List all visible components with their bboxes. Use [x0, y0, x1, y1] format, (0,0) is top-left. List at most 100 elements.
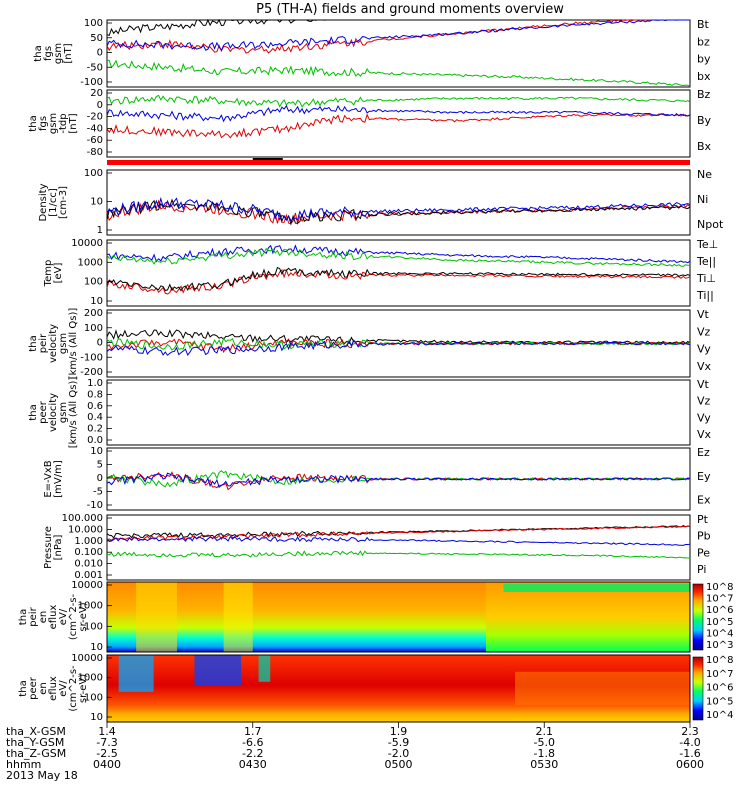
y-tick-label: 1	[97, 225, 103, 236]
y-tick-label: 0	[97, 338, 103, 349]
colorbar-tick: 10^5	[706, 617, 733, 628]
legend-vy: Vy	[697, 411, 711, 424]
y-tick-label: 0.2	[87, 424, 103, 435]
y-axis-label-line: (cm^2-s-	[68, 593, 79, 640]
panel-fgs_gsm_1: 100 50 0 -50 -100 tha fgs gsm [nT] Bt bz by bx	[33, 18, 711, 88]
legend-ti: Ti⊥	[696, 272, 716, 285]
y-tick-label: 0.6	[87, 401, 103, 412]
series-te-line	[106, 268, 691, 295]
x-tick-label: -5.9	[388, 736, 409, 749]
legend-npot: Npot	[697, 218, 724, 231]
x-tick-label: -2.2	[242, 747, 263, 760]
series-npot-line	[106, 196, 691, 222]
y-tick-label: 100.000	[62, 513, 103, 524]
x-tick-label: 2.3	[681, 725, 699, 738]
figure-title: P5 (TH-A) fields and ground moments over…	[256, 2, 564, 17]
y-axis-label-line: [mV/m]	[53, 460, 64, 498]
x-row-label: tha_X-GSM	[6, 725, 66, 738]
y-axis-label: tha peir velocity gsm [km/s (All Qs)]	[28, 308, 79, 380]
y-tick-label: 100	[84, 621, 103, 632]
x-tick-label: 2.1	[536, 725, 554, 738]
y-tick-label: 1000	[78, 257, 103, 268]
y-axis-label-line: fgs	[38, 116, 49, 131]
colorbar-tick: 10^3	[706, 640, 733, 651]
legend-pt: Pt	[697, 513, 709, 526]
legend-ey: Ey	[697, 470, 711, 483]
y-tick-label: 0.001	[74, 570, 103, 581]
legend-vz: Vz	[697, 395, 711, 408]
y-axis-label-line: peer	[38, 400, 49, 424]
y-axis-label-line: eV/	[58, 680, 69, 697]
series-ti-line	[106, 247, 691, 267]
series-bx-line	[106, 19, 690, 52]
y-axis-label-line: Pressure	[43, 526, 54, 569]
x-tick-label: -2.5	[96, 747, 117, 760]
y-axis-label-line: Temp	[43, 260, 54, 288]
heatmap-top-band	[503, 584, 690, 592]
panel-frame	[106, 169, 691, 236]
y-axis-label-line: tha	[33, 45, 44, 61]
y-tick-label: 10000	[71, 580, 103, 591]
series-by-line	[106, 94, 691, 108]
y-tick-label: 0.4	[87, 412, 103, 423]
y-tick-label: 10	[90, 197, 103, 208]
panel-frame	[106, 379, 691, 446]
y-tick-label: 100	[84, 323, 103, 334]
y-axis-label: Density [1/cc] [cm-3]	[38, 183, 69, 221]
series-bx-line	[106, 104, 691, 123]
y-tick-label: -100	[80, 77, 103, 88]
x-tick-label: -1.8	[534, 747, 555, 760]
x-tick-label: -2.0	[388, 747, 409, 760]
x-tick-label: -4.0	[679, 736, 700, 749]
y-tick-label: 0.010	[74, 559, 103, 570]
y-axis-label-line: tha	[28, 335, 39, 351]
y-axis-label-line: peir	[38, 333, 49, 353]
y-axis-label-line: tha	[18, 609, 29, 625]
y-tick-label: -10	[87, 500, 103, 511]
legend-vx: Vx	[697, 428, 712, 441]
series-bz-line	[106, 113, 691, 139]
y-tick-label: 10	[90, 446, 103, 457]
series-te-line	[106, 266, 691, 292]
x-tick-label: -1.6	[679, 747, 700, 760]
y-axis-label-line: fgs	[43, 46, 54, 61]
quality-bar	[107, 160, 690, 165]
x-tick-label: -7.3	[96, 736, 117, 749]
y-tick-label: 0.100	[74, 547, 103, 558]
colorbar-tick: 10^8	[706, 582, 733, 593]
legend-vt: Vt	[697, 308, 710, 321]
y-axis-label-line: en	[38, 611, 49, 624]
series-bz-line	[106, 19, 690, 54]
legend-te: Te⊥	[696, 238, 718, 251]
panel-temperature: 10000 1000 100 10 Temp [eV] Te⊥ Te|| Ti⊥ Ti||	[43, 238, 718, 307]
y-axis-label: tha peer velocity gsm [km/s (All Qs)]	[28, 377, 79, 449]
y-axis-label-line: velocity	[48, 324, 59, 363]
series-pb-line	[106, 525, 691, 541]
y-axis-label-line: velocity	[48, 393, 59, 432]
legend-bz: bz	[697, 35, 710, 48]
legend-by: By	[697, 114, 712, 127]
y-axis-label: Temp [eV]	[43, 260, 64, 288]
y-tick-label: 0.0	[87, 435, 103, 446]
x-tick-label: 0430	[239, 758, 267, 771]
x-row-label: 2013 May 18	[6, 769, 78, 782]
series-ex-line	[106, 472, 691, 489]
y-tick-label: 10000	[71, 653, 103, 664]
legend-vz: Vz	[697, 325, 711, 338]
legend-vx: Vx	[697, 360, 712, 373]
y-axis-label-line: peer	[28, 676, 39, 700]
legend-vy: Vy	[697, 343, 711, 356]
heatmap-burst-2	[223, 582, 253, 652]
y-axis-label-line: peir	[28, 606, 39, 626]
legend-te: Te||	[696, 255, 716, 268]
y-tick-label: 1000	[78, 601, 103, 612]
y-axis-label-line: gsm	[53, 43, 64, 64]
legend-pe: Pe	[697, 546, 710, 559]
y-tick-label: 10.000	[68, 524, 103, 535]
x-tick-label: 0600	[676, 758, 704, 771]
y-tick-label: 5	[97, 460, 103, 471]
y-axis-label-line: [nT]	[63, 43, 74, 63]
series-vt-line	[106, 329, 691, 345]
y-axis-label-line: [km/s (All Qs)]	[68, 308, 79, 380]
